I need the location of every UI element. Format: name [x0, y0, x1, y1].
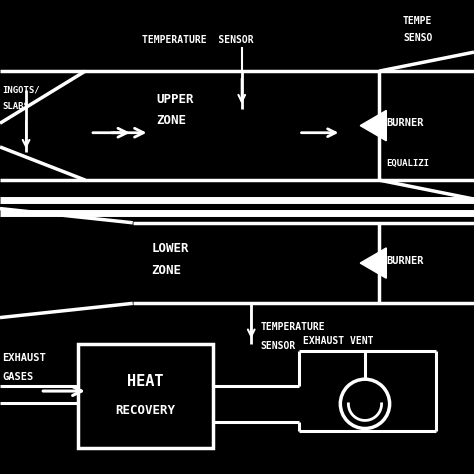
- Text: TEMPERATURE: TEMPERATURE: [261, 322, 325, 332]
- Text: LOWER: LOWER: [152, 242, 189, 255]
- Text: ZONE: ZONE: [156, 114, 186, 128]
- Text: SENSO: SENSO: [403, 33, 432, 43]
- Polygon shape: [360, 110, 386, 141]
- Text: INGOTS/: INGOTS/: [2, 86, 40, 94]
- Text: SLABS: SLABS: [2, 102, 29, 111]
- Text: SENSOR: SENSOR: [261, 341, 296, 351]
- Text: TEMPE: TEMPE: [403, 16, 432, 27]
- Text: ZONE: ZONE: [152, 264, 182, 277]
- Text: HEAT: HEAT: [127, 374, 164, 389]
- Polygon shape: [360, 248, 386, 278]
- Text: BURNER: BURNER: [386, 118, 424, 128]
- Text: RECOVERY: RECOVERY: [116, 403, 175, 417]
- Text: EQUALIZI: EQUALIZI: [386, 159, 429, 168]
- Text: UPPER: UPPER: [156, 93, 194, 106]
- Text: EXHAUST VENT: EXHAUST VENT: [303, 336, 374, 346]
- Text: BURNER: BURNER: [386, 255, 424, 266]
- Text: TEMPERATURE  SENSOR: TEMPERATURE SENSOR: [142, 35, 254, 46]
- Text: GASES: GASES: [2, 372, 34, 382]
- Text: EXHAUST: EXHAUST: [2, 353, 46, 363]
- Bar: [78, 344, 213, 448]
